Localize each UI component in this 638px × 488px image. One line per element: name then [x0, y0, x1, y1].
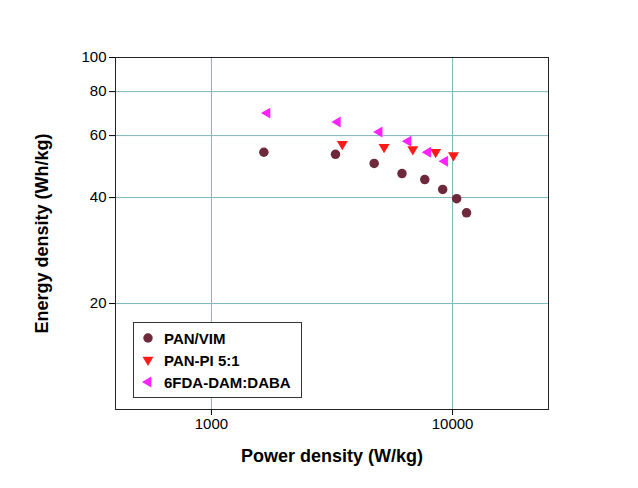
svg-text:20: 20	[90, 294, 107, 311]
html-text:PAN-PI 5:1: PAN-PI 5:1	[164, 351, 240, 369]
svg-text:Power density (W/kg): Power density (W/kg)	[241, 446, 423, 466]
svg-text:100: 100	[81, 48, 106, 65]
html-text:PAN/VIM: PAN/VIM	[164, 329, 226, 347]
svg-text:10000: 10000	[432, 415, 474, 432]
svg-text:1000: 1000	[195, 415, 228, 432]
svg-text:40: 40	[90, 188, 107, 205]
svg-text:Energy density (Wh/kg): Energy density (Wh/kg)	[32, 133, 52, 333]
svg-text:80: 80	[90, 82, 107, 99]
svg-text:60: 60	[90, 126, 107, 143]
html-text:6FDA-DAM:DABA: 6FDA-DAM:DABA	[164, 373, 291, 391]
